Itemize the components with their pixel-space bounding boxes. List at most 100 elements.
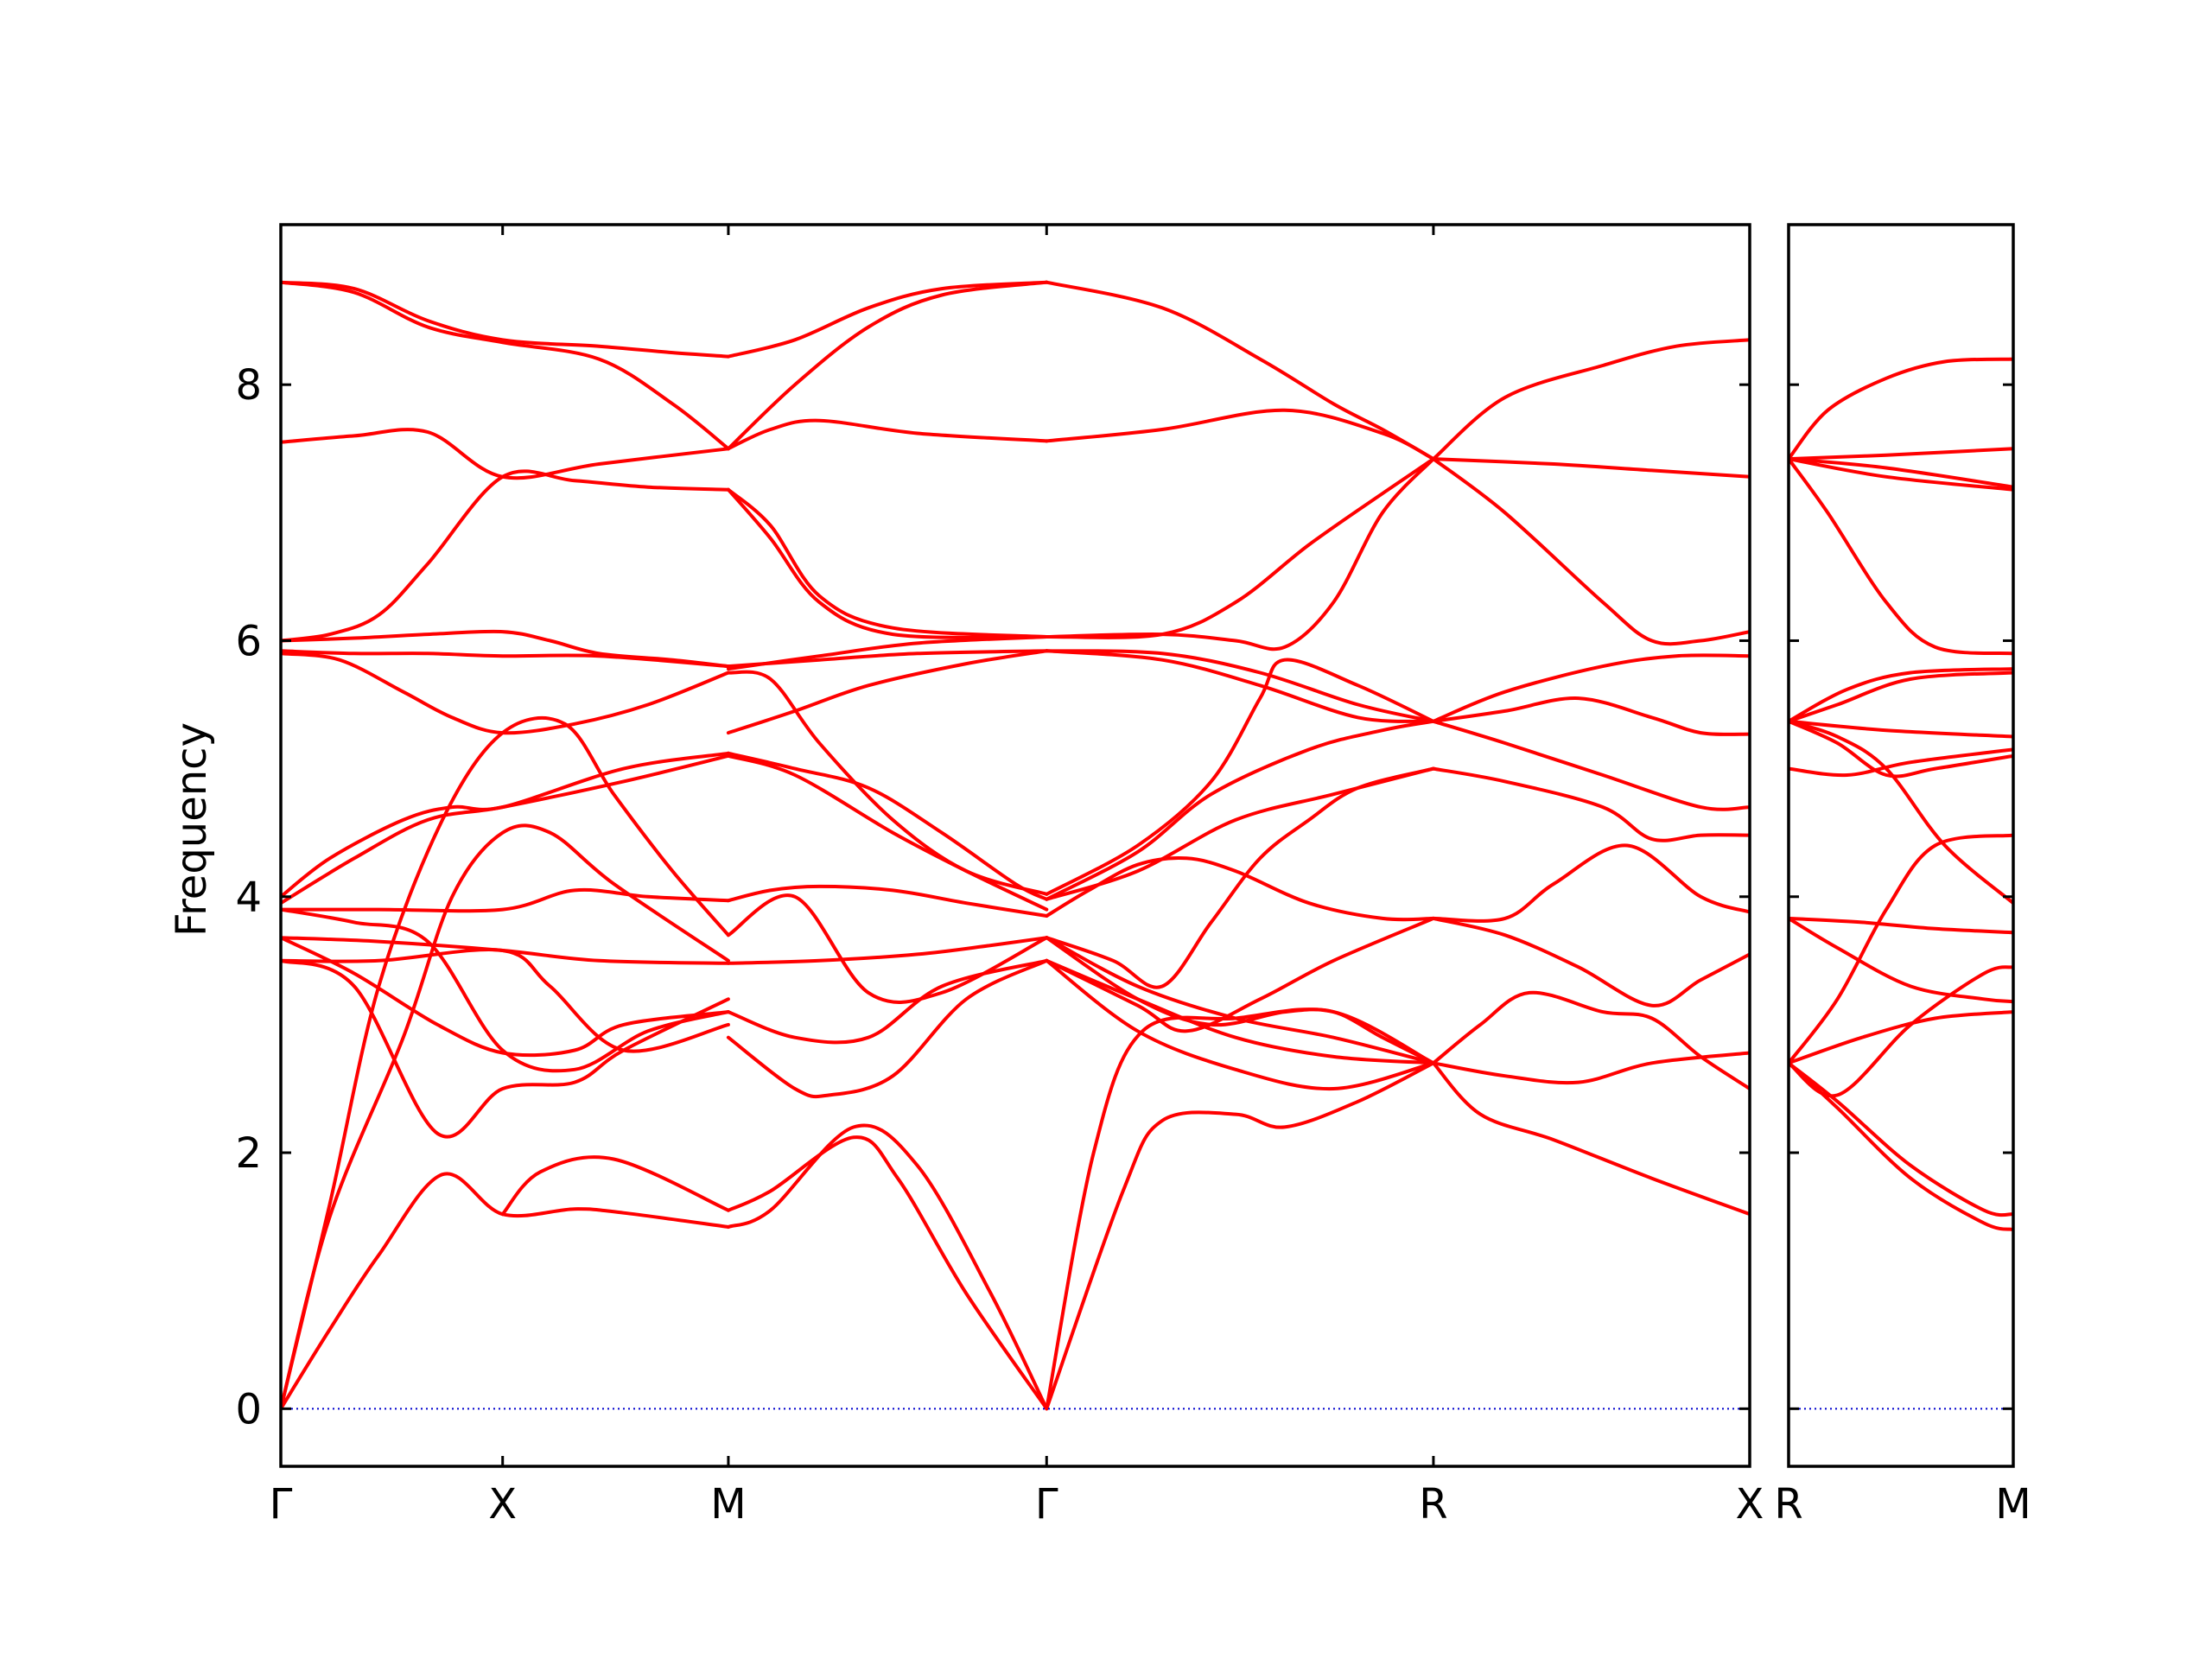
- main-band-21: [281, 652, 730, 735]
- main-band-50: [1045, 766, 1435, 989]
- main-frame: [279, 223, 1751, 1468]
- inset-band-8: [1789, 719, 2013, 739]
- y-tick-label-2: 2: [235, 1129, 262, 1178]
- main-band-47: [1045, 719, 1435, 901]
- main-band-27: [726, 280, 1049, 451]
- main-band-1: [281, 1172, 730, 1411]
- main-band-58: [1431, 457, 1750, 646]
- main-x-tick-label-4: R: [1419, 1480, 1447, 1529]
- main-band-67: [1431, 1061, 1750, 1217]
- inset-band-16: [1789, 965, 2013, 1098]
- main-x-tick-label-1: X: [488, 1480, 517, 1529]
- main-band-44: [1045, 649, 1435, 723]
- inset-x-tick-label-0: R: [1774, 1480, 1802, 1529]
- inset-band-15: [1789, 1010, 2013, 1065]
- y-tick-label-6: 6: [235, 617, 262, 665]
- main-band-51: [1045, 936, 1435, 1065]
- inset-band-11: [1789, 747, 2013, 778]
- inset-band-6: [1789, 667, 2013, 723]
- main-band-57: [1431, 457, 1750, 479]
- main-band-30: [726, 487, 1049, 639]
- main-band-5: [726, 1123, 1049, 1411]
- main-band-54: [1045, 916, 1435, 1033]
- main-band-32: [726, 635, 1049, 671]
- main-band-59: [1431, 653, 1750, 723]
- inset-band-13: [1789, 916, 2013, 1004]
- main-band-64: [1431, 916, 1750, 1007]
- inset-band-7: [1789, 671, 2013, 723]
- inset-x-tick-label-1: M: [1995, 1480, 2031, 1529]
- main-band-2: [281, 823, 730, 1411]
- main-band-52: [1045, 958, 1435, 1065]
- main-band-46: [1045, 658, 1435, 896]
- y-tick-label-8: 8: [235, 361, 262, 410]
- main-band-28: [726, 418, 1049, 451]
- main-band-6: [726, 1135, 1049, 1411]
- main-band-12: [281, 936, 730, 1058]
- main-band-41: [1045, 408, 1435, 461]
- inset-band-4: [1789, 457, 2013, 492]
- main-band-60: [1431, 696, 1750, 736]
- main-band-38: [726, 893, 1049, 1004]
- main-band-37: [726, 884, 1049, 918]
- main-band-45: [1045, 649, 1435, 723]
- main-band-55: [1045, 958, 1435, 1091]
- main-band-53: [1045, 936, 1435, 1065]
- main-band-23: [281, 428, 730, 480]
- main-band-29: [726, 487, 1049, 639]
- main-band-49: [1045, 856, 1435, 922]
- main-band-16: [281, 751, 730, 899]
- main-band-22: [281, 469, 730, 643]
- y-tick-label-0: 0: [235, 1385, 262, 1433]
- main-band-36: [726, 753, 1049, 912]
- inset-band-18: [1789, 1061, 2013, 1231]
- main-band-63: [1431, 843, 1750, 923]
- main-band-24: [281, 280, 730, 359]
- inset-frame: [1787, 223, 2015, 1468]
- main-band-18: [281, 907, 730, 1073]
- main-band-35: [726, 751, 1049, 901]
- main-band-26: [726, 280, 1049, 359]
- inset-band-9: [1789, 719, 2013, 779]
- main-band-42: [1045, 457, 1435, 639]
- inset-band-14: [1789, 833, 2013, 1065]
- main-x-tick-label-0: Γ: [270, 1480, 293, 1529]
- main-band-39: [726, 936, 1049, 965]
- main-band-14: [281, 936, 730, 965]
- main-band-25: [281, 280, 730, 451]
- inset-band-10: [1789, 719, 2013, 906]
- inset-band-2: [1789, 447, 2013, 461]
- inset-band-3: [1789, 457, 2013, 489]
- main-band-3: [281, 715, 730, 1411]
- main-band-66: [1431, 1051, 1750, 1085]
- main-panel: 0 2 4 6 8 Γ X M Γ R X: [235, 223, 1764, 1529]
- main-band-4: [500, 1155, 730, 1217]
- y-tick-label-4: 4: [235, 874, 262, 922]
- y-axis-label: Frequency: [168, 722, 216, 937]
- main-band-9: [726, 958, 1049, 1099]
- main-band-65: [1431, 990, 1750, 1090]
- inset-band-5: [1789, 457, 2013, 656]
- main-band-43: [1045, 457, 1435, 652]
- main-bands: [281, 280, 1750, 1411]
- inset-bands: [1789, 357, 2013, 1410]
- main-band-17: [281, 753, 730, 906]
- main-band-40: [1045, 280, 1435, 461]
- main-band-33: [726, 649, 1049, 735]
- main-band-13: [281, 947, 730, 1053]
- inset-band-17: [1789, 1061, 2013, 1217]
- main-x-tick-label-3: Γ: [1035, 1480, 1058, 1529]
- main-x-tick-label-5: X: [1736, 1480, 1764, 1529]
- main-band-7: [1045, 1061, 1435, 1411]
- main-x-tick-label-2: M: [710, 1480, 746, 1529]
- main-band-34: [726, 670, 1049, 896]
- inset-band-1: [1789, 357, 2013, 461]
- main-band-15: [281, 887, 730, 913]
- main-band-61: [1431, 719, 1750, 811]
- inset-band-12: [1789, 916, 2013, 935]
- main-band-20: [281, 649, 730, 669]
- main-band-56: [1431, 338, 1750, 461]
- main-band-62: [1431, 766, 1750, 842]
